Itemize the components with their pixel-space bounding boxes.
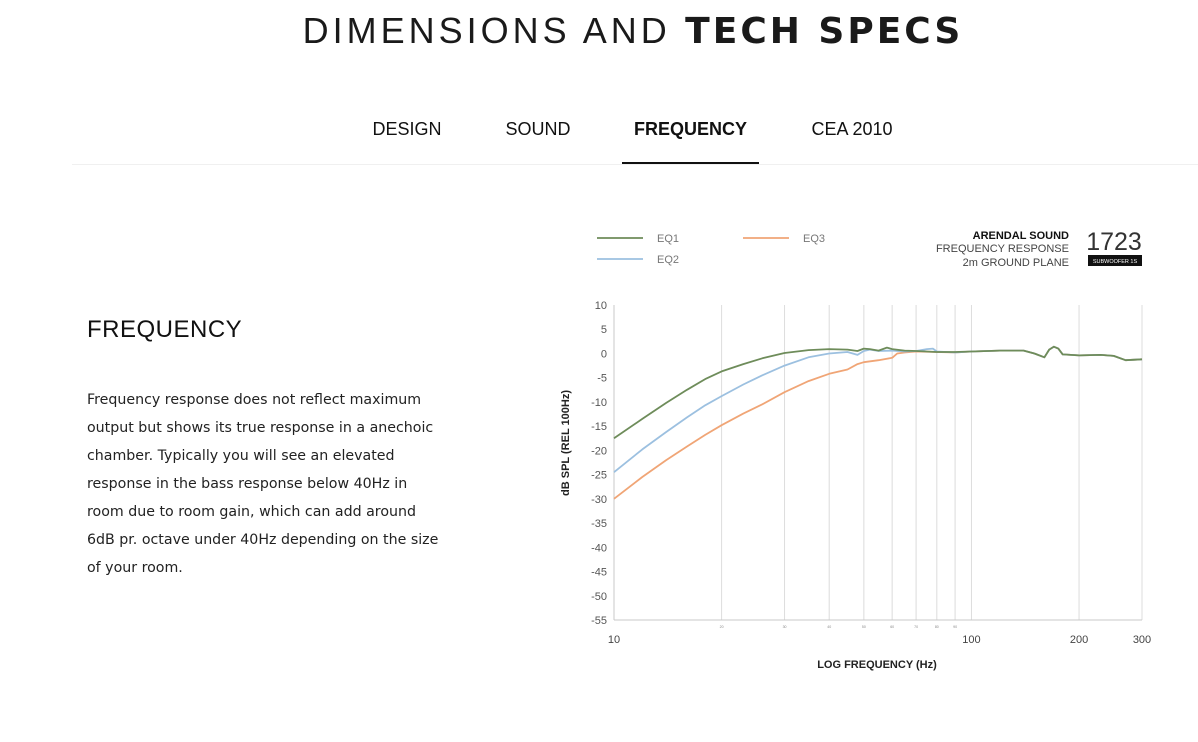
- y-tick-label: 10: [595, 300, 607, 312]
- chart-title: ARENDAL SOUND: [973, 230, 1069, 242]
- y-tick-label: -50: [591, 591, 607, 603]
- x-minor-tick-label: 90: [953, 625, 957, 629]
- x-axis-title: LOG FREQUENCY (Hz): [817, 659, 937, 671]
- x-tick-label: 300: [1133, 634, 1151, 646]
- x-minor-tick-label: 70: [914, 625, 918, 629]
- section-body: Frequency response does not reflect maxi…: [87, 392, 439, 576]
- y-tick-label: 5: [601, 324, 607, 336]
- legend-label-eq2: EQ2: [657, 254, 679, 266]
- y-tick-label: -45: [591, 567, 607, 579]
- x-tick-label: 100: [962, 634, 980, 646]
- y-tick-label: -35: [591, 518, 607, 530]
- chart-subtitle-line: 2m GROUND PLANE: [963, 257, 1069, 269]
- brand-logo-badge: [1088, 255, 1142, 266]
- tab-design[interactable]: DESIGN: [372, 119, 442, 139]
- page-heading-light: DIMENSIONS AND: [302, 10, 671, 51]
- y-tick-label: -20: [591, 445, 607, 457]
- x-minor-tick-label: 50: [862, 625, 866, 629]
- page-heading-bold: TECH SPECS: [685, 11, 964, 52]
- x-tick-label: 10: [608, 634, 620, 646]
- x-minor-tick-label: 80: [935, 625, 939, 629]
- brand-logo-badge-text: SUBWOOFER 1S: [1093, 259, 1138, 265]
- y-tick-label: 0: [601, 348, 607, 360]
- tab-cea-2010[interactable]: CEA 2010: [811, 119, 893, 139]
- y-tick-label: -40: [591, 542, 607, 554]
- x-minor-tick-label: 60: [890, 625, 894, 629]
- y-axis-title: dB SPL (REL 100Hz): [560, 390, 572, 496]
- legend-label-eq1: EQ1: [657, 233, 679, 245]
- tab-frequency[interactable]: FREQUENCY: [622, 104, 759, 164]
- spec-tabs: DESIGN SOUND FREQUENCY CEA 2010: [0, 104, 1198, 164]
- y-tick-label: -15: [591, 421, 607, 433]
- series-line-eq1: [613, 345, 1143, 440]
- x-tick-label: 200: [1070, 634, 1088, 646]
- tabs-divider: [72, 164, 1198, 165]
- series-line-eq2: [613, 345, 1143, 473]
- page-heading: DIMENSIONS AND TECH SPECS: [0, 10, 1198, 52]
- x-minor-tick-label: 20: [720, 625, 724, 629]
- tab-sound[interactable]: SOUND: [505, 119, 571, 139]
- chart-subtitle-line: FREQUENCY RESPONSE: [936, 243, 1069, 255]
- series-line-eq3: [613, 345, 1143, 500]
- y-tick-label: -30: [591, 494, 607, 506]
- y-tick-label: -55: [591, 615, 607, 627]
- legend-label-eq3: EQ3: [803, 233, 825, 245]
- brand-logo-number: 1723: [1086, 228, 1142, 256]
- section-title: FREQUENCY: [87, 316, 243, 343]
- y-tick-label: -10: [591, 397, 607, 409]
- x-minor-tick-label: 40: [827, 625, 831, 629]
- y-tick-label: -5: [597, 373, 607, 385]
- x-minor-tick-label: 30: [783, 625, 787, 629]
- y-tick-label: -25: [591, 470, 607, 482]
